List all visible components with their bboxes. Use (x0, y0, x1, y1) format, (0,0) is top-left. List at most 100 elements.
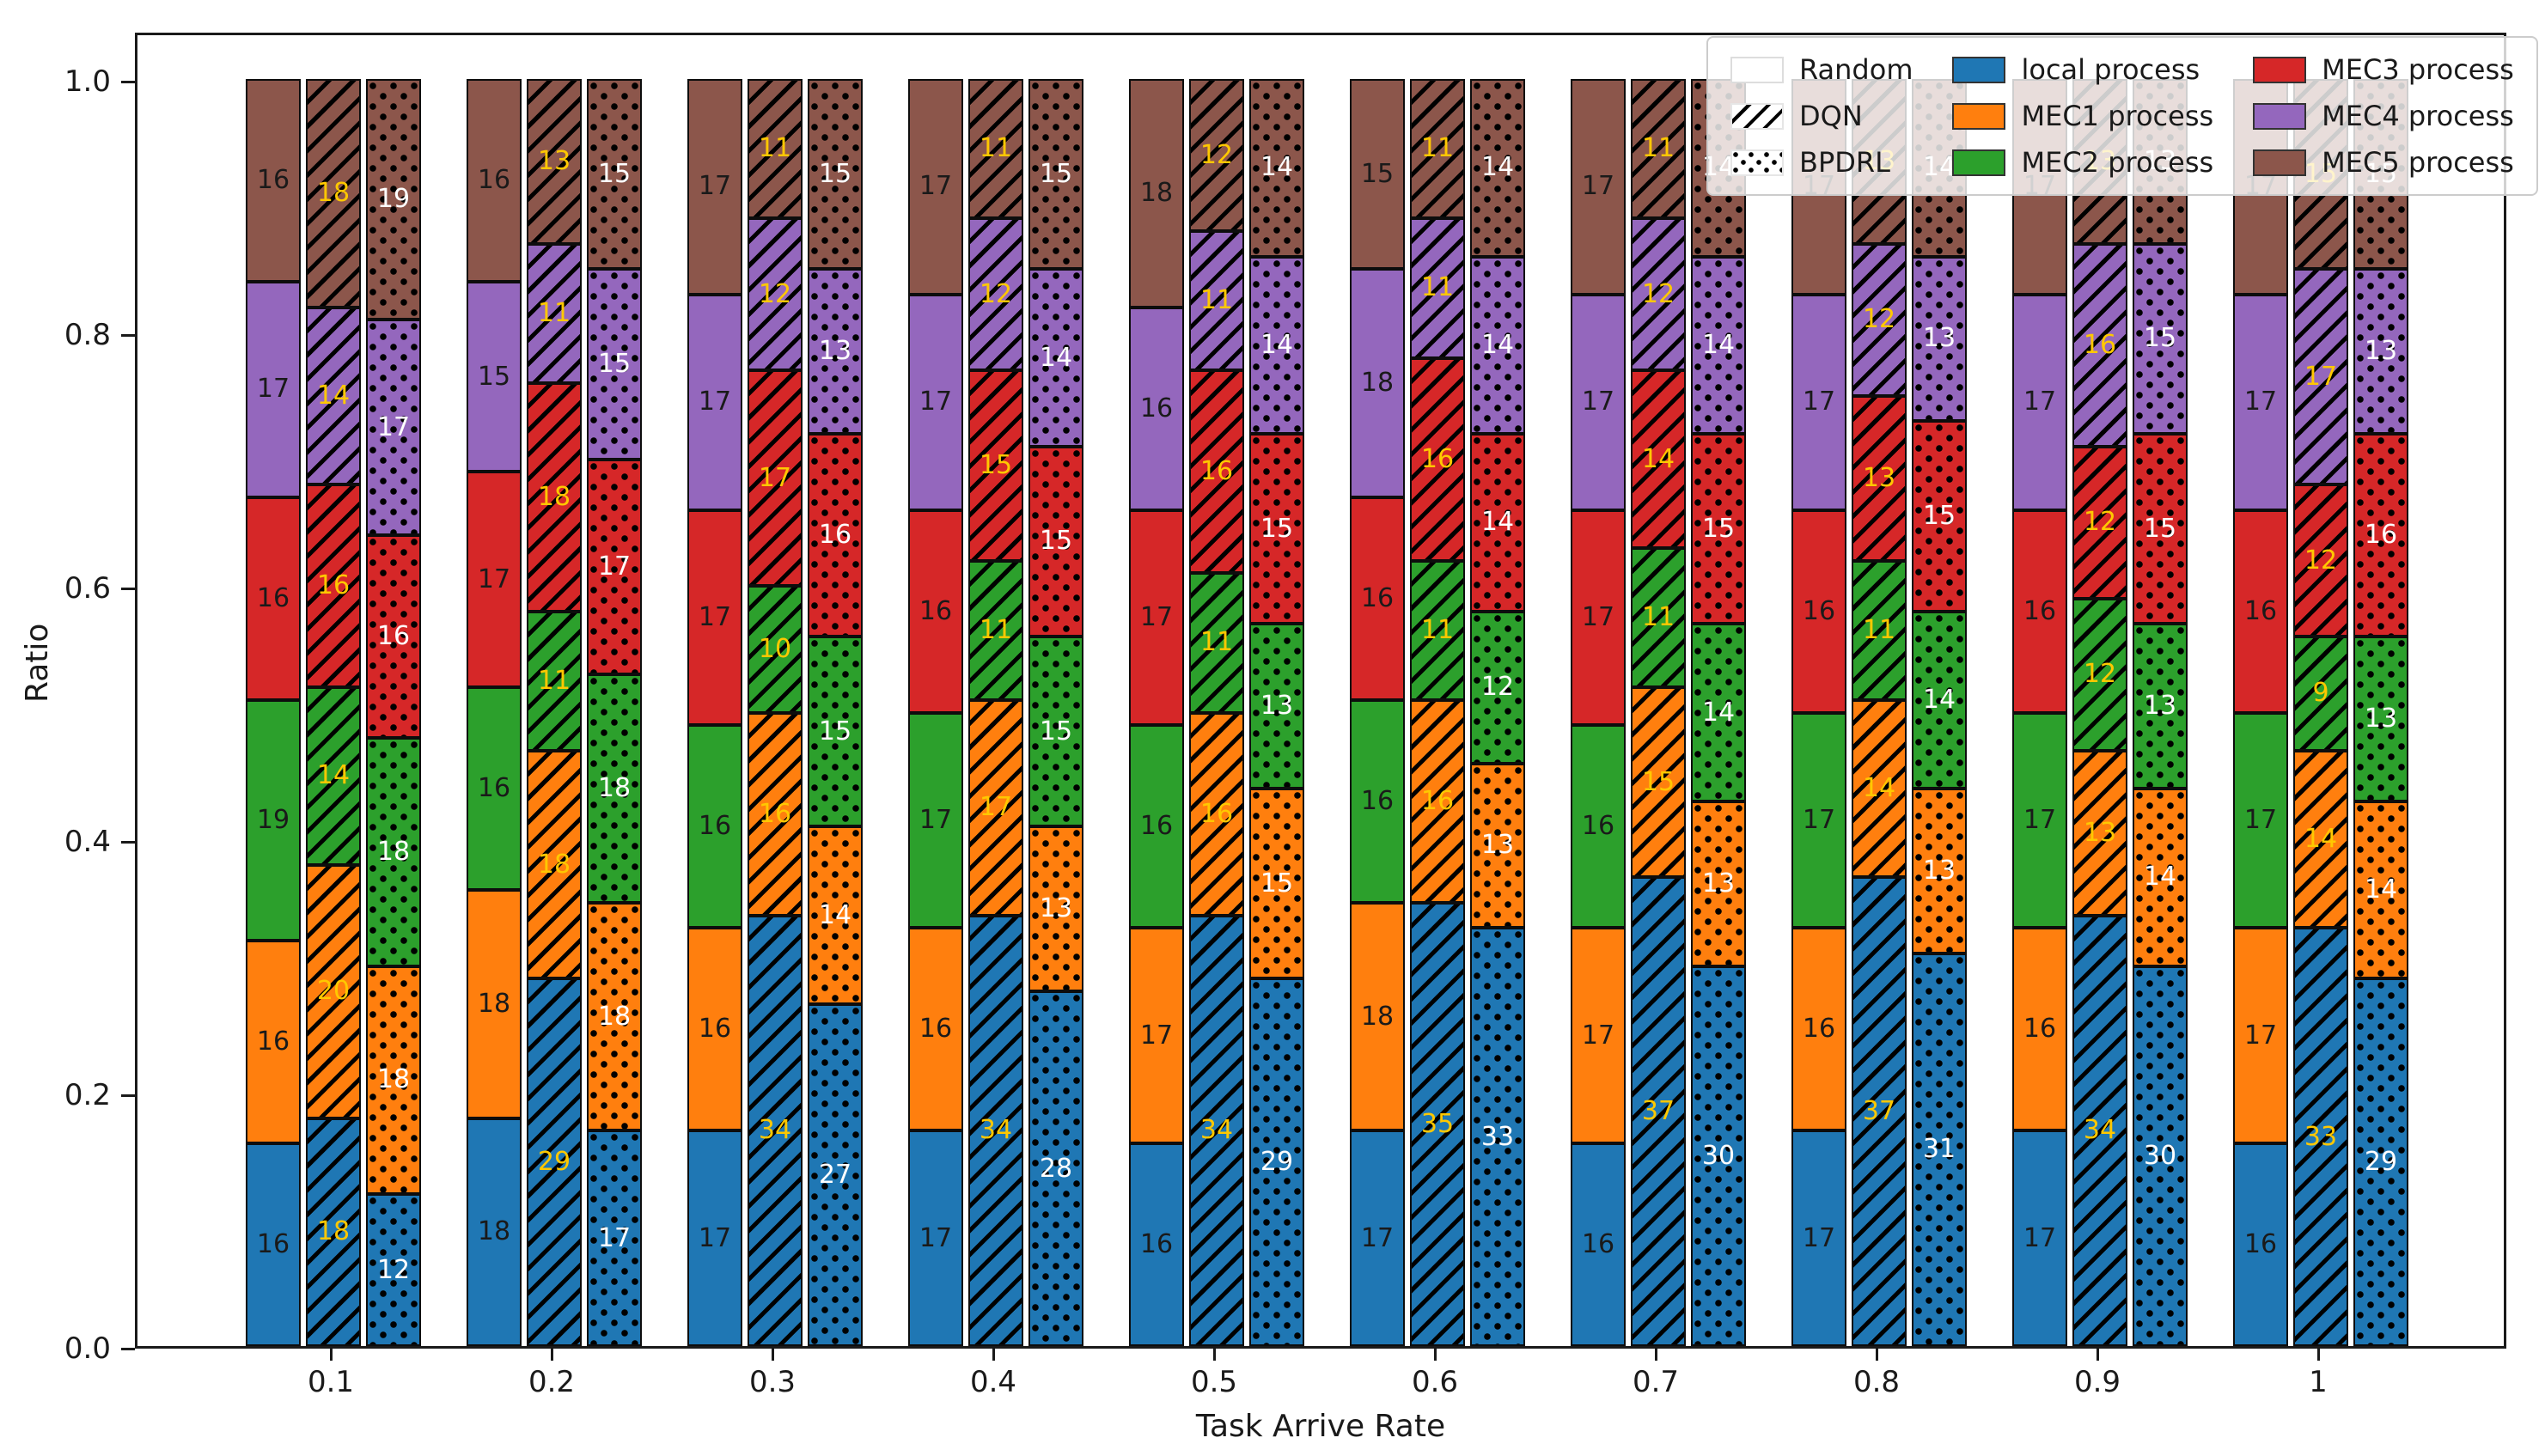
bar-value-label: 16 (818, 520, 852, 550)
bar-value-label: 17 (2243, 1020, 2278, 1051)
bar-value-label: 16 (919, 1014, 953, 1045)
bar-segment-bpdrl-rate0.4-seg3: 15 (1028, 446, 1083, 637)
bar-value-label: 14 (2304, 824, 2338, 854)
bar-segment-dqn-rate0.1-seg1: 20 (306, 864, 361, 1118)
bar-segment-dqn-rate0.7-seg2: 11 (1631, 547, 1686, 687)
bar-value-label: 14 (1701, 697, 1736, 728)
bar-value-label: 15 (818, 716, 852, 746)
bar-segment-bpdrl-rate0.4-seg1: 13 (1028, 826, 1083, 991)
bar-value-label: 37 (1641, 1096, 1675, 1127)
bar-segment-dqn-rate0.7-seg0: 37 (1631, 877, 1686, 1346)
legend-item-random: Random (1730, 52, 1913, 88)
bar-segment-random-rate0.6-seg0: 17 (1350, 1130, 1405, 1346)
bar-segment-dqn-rate0.7-seg1: 15 (1631, 687, 1686, 878)
bar-value-label: 16 (2023, 1014, 2057, 1045)
bar-value-label: 11 (537, 297, 571, 328)
bar-segment-bpdrl-rate0.5-seg5: 14 (1249, 79, 1304, 257)
bar-value-label: 18 (316, 177, 351, 208)
bar-segment-random-rate0.2-seg4: 15 (467, 282, 522, 472)
x-tick-mark (2316, 1349, 2320, 1361)
bar-segment-dqn-rate0.3-seg3: 17 (748, 370, 803, 586)
bar-segment-dqn-rate0.6-seg1: 16 (1410, 699, 1465, 903)
bar-segment-bpdrl-rate0.7-seg0: 30 (1691, 966, 1746, 1346)
bar-segment-bpdrl-rate0.3-seg4: 13 (808, 269, 863, 434)
bar-value-label: 18 (477, 988, 511, 1019)
y-tick-mark (121, 587, 135, 590)
x-tick-mark (1654, 1349, 1657, 1361)
x-tick-label: 0.3 (748, 1365, 796, 1399)
bar-segment-random-rate0.9-seg3: 16 (2012, 509, 2067, 713)
bar-value-label: 17 (1802, 1222, 1836, 1253)
bar-value-label: 16 (1802, 595, 1836, 626)
bar-segment-dqn-rate1-seg1: 14 (2293, 750, 2348, 929)
y-tick-mark (121, 80, 135, 83)
bar-segment-dqn-rate0.3-seg0: 34 (748, 915, 803, 1346)
legend-column-processes-2: MEC3 process MEC4 process MEC5 process (2253, 52, 2514, 180)
x-tick-mark (329, 1349, 333, 1361)
bar-value-label: 12 (2083, 507, 2117, 538)
legend-label: MEC1 process (2021, 100, 2214, 132)
bar-segment-random-rate0.7-seg3: 17 (1571, 509, 1626, 726)
bar-value-label: 14 (1701, 329, 1736, 360)
bar-segment-bpdrl-rate0.3-seg2: 15 (808, 637, 863, 827)
bar-segment-random-rate0.9-seg2: 17 (2012, 712, 2067, 929)
y-tick-label: 0.2 (64, 1078, 111, 1112)
bar-segment-dqn-rate0.4-seg2: 11 (968, 560, 1023, 700)
bar-value-label: 19 (376, 184, 411, 215)
bar-segment-random-rate0.7-seg1: 17 (1571, 928, 1626, 1143)
bar-segment-random-rate0.9-seg1: 16 (2012, 928, 2067, 1131)
bar-segment-random-rate0.3-seg2: 16 (687, 725, 742, 929)
bar-segment-bpdrl-rate0.7-seg2: 14 (1691, 624, 1746, 801)
bar-value-label: 17 (979, 792, 1013, 823)
bar-value-label: 9 (2312, 678, 2329, 709)
bar-segment-bpdrl-rate1-seg3: 16 (2353, 434, 2408, 637)
bar-segment-bpdrl-rate0.5-seg0: 29 (1249, 978, 1304, 1346)
bar-value-label: 18 (1139, 177, 1174, 208)
bar-segment-random-rate0.6-seg1: 18 (1350, 902, 1405, 1131)
bar-value-label: 18 (1360, 368, 1395, 398)
bar-segment-dqn-rate0.2-seg3: 18 (527, 383, 582, 612)
bar-segment-random-rate0.6-seg3: 16 (1350, 497, 1405, 700)
bar-segment-dqn-rate0.9-seg4: 16 (2072, 243, 2127, 447)
bar-value-label: 31 (1922, 1134, 1956, 1165)
bar-value-label: 13 (2143, 691, 2177, 722)
bar-value-label: 11 (979, 133, 1013, 164)
bar-value-label: 18 (537, 481, 571, 512)
bar-segment-dqn-rate0.8-seg4: 12 (1852, 243, 1907, 396)
y-tick-mark (121, 333, 135, 337)
bar-value-label: 11 (1862, 614, 1896, 645)
bar-value-label: 17 (597, 551, 632, 582)
bar-segment-dqn-rate0.5-seg2: 11 (1189, 573, 1244, 713)
bar-value-label: 11 (1641, 133, 1675, 164)
bar-segment-random-rate0.6-seg2: 16 (1350, 699, 1405, 903)
bar-value-label: 16 (2364, 520, 2398, 550)
bar-segment-dqn-rate1-seg4: 17 (2293, 269, 2348, 484)
bar-segment-dqn-rate0.2-seg0: 29 (527, 978, 582, 1346)
y-tick-label: 1.0 (64, 64, 111, 99)
bar-value-label: 15 (1260, 513, 1294, 544)
bar-value-label: 13 (537, 145, 571, 176)
bar-value-label: 29 (537, 1147, 571, 1178)
bar-value-label: 34 (1199, 1115, 1234, 1146)
bar-value-label: 12 (979, 278, 1013, 309)
bar-value-label: 14 (2364, 874, 2398, 905)
bar-segment-random-rate0.5-seg4: 16 (1129, 307, 1184, 510)
bar-segment-bpdrl-rate0.3-seg0: 27 (808, 1003, 863, 1346)
legend-label: MEC2 process (2021, 146, 2214, 179)
bar-value-label: 17 (919, 387, 953, 417)
bar-value-label: 17 (1139, 1020, 1174, 1051)
bar-segment-random-rate0.4-seg5: 17 (908, 79, 963, 295)
bar-segment-bpdrl-rate0.2-seg3: 17 (587, 459, 642, 675)
bar-value-label: 12 (1199, 139, 1234, 170)
bar-segment-bpdrl-rate0.8-seg3: 15 (1912, 421, 1967, 612)
bar-value-label: 14 (1862, 773, 1896, 803)
y-tick-label: 0.4 (64, 825, 111, 859)
y-tick-mark (121, 1347, 135, 1350)
bar-segment-random-rate0.1-seg1: 16 (246, 941, 301, 1143)
bar-value-label: 17 (2023, 804, 2057, 835)
bar-segment-random-rate0.3-seg0: 17 (687, 1130, 742, 1346)
bar-value-label: 15 (1039, 158, 1073, 189)
bar-segment-dqn-rate0.7-seg4: 12 (1631, 218, 1686, 371)
x-tick-label: 0.6 (1411, 1365, 1459, 1399)
bar-segment-dqn-rate0.8-seg1: 14 (1852, 699, 1907, 878)
